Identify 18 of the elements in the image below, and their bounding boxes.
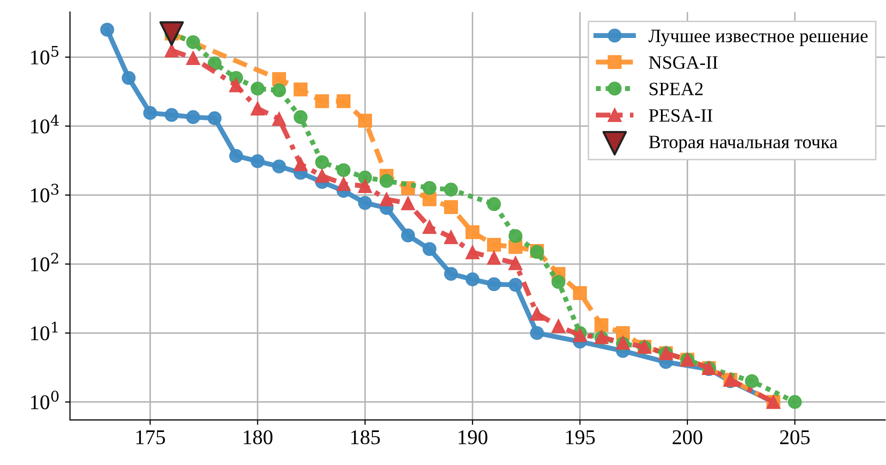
x-tick-label: 195 <box>566 430 595 444</box>
y-tick-label: 10$^{3}$ <box>31 184 58 202</box>
x-tick-label: 190 <box>458 430 488 444</box>
legend-label: Лучшее известное решение <box>648 30 868 46</box>
legend-label: Вторая начальная точка <box>648 136 838 152</box>
x-tick-label: 175 <box>136 430 165 444</box>
legend-label: PESA-II <box>648 109 712 122</box>
y-tick-label: 10$^{0}$ <box>31 390 59 410</box>
y-tick-label: 10$^{4}$ <box>31 114 59 134</box>
x-tick-label: 180 <box>244 430 272 444</box>
x-tick-label: 200 <box>672 430 702 444</box>
x-tick-label: 205 <box>780 430 810 444</box>
legend-label: SPEA2 <box>650 82 703 96</box>
y-tick-label: 10$^{2}$ <box>31 252 58 272</box>
x-tick-label: 185 <box>351 430 380 444</box>
y-tick-label: 10$^{1}$ <box>31 322 58 340</box>
legend-label: NSGA-II <box>648 56 718 69</box>
y-tick-label: 10$^{5}$ <box>31 46 58 64</box>
